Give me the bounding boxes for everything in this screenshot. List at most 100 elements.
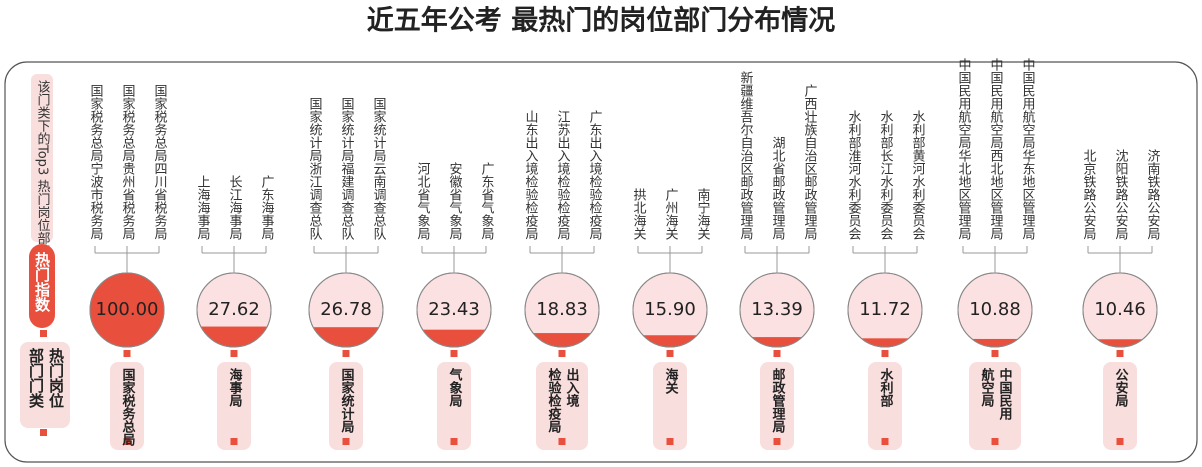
position-label: 广东出入境检验检疫局 <box>587 110 603 240</box>
marker <box>450 350 458 357</box>
category-box <box>110 362 144 450</box>
gauge-fill <box>740 337 814 347</box>
header-box <box>31 74 53 242</box>
marker <box>342 438 350 445</box>
marker <box>881 438 889 445</box>
position-label: 中国民用航空局华北地区管理局 <box>956 58 972 240</box>
position-label: 南宁海关 <box>695 187 711 240</box>
marker <box>1116 350 1124 357</box>
position-label: 国家税务总局四川省税务局 <box>152 84 168 240</box>
gauge-ring <box>632 272 708 348</box>
value-label: 15.90 <box>644 299 696 320</box>
position-label: 中国民用航空局华东地区管理局 <box>1020 58 1036 240</box>
category-box <box>969 362 1021 450</box>
category-label: 水利部 <box>878 367 894 408</box>
value-label: 18.83 <box>536 299 588 320</box>
category-box <box>653 362 687 450</box>
marker <box>881 350 889 357</box>
index-pill <box>29 244 55 328</box>
marker <box>991 350 999 357</box>
gauge-ring <box>308 272 384 348</box>
position-label: 安徽省气象局 <box>447 162 463 240</box>
category-box <box>536 362 588 450</box>
marker <box>666 438 674 445</box>
chart-title: 近五年公考 最热门的岗位部门分布情况 <box>367 5 835 37</box>
position-label: 广东省气象局 <box>479 162 495 240</box>
gauge-fill <box>90 273 164 347</box>
value-label: 23.43 <box>428 299 480 320</box>
category-label: 出入境 <box>564 367 580 408</box>
frame <box>4 61 1198 463</box>
category-label: 中国民用 <box>997 367 1014 421</box>
gauge-fill <box>848 338 922 347</box>
marker <box>1116 438 1124 445</box>
category-box <box>329 362 363 450</box>
gauge-ring <box>1082 272 1158 348</box>
category-header: 热门岗位 <box>47 347 65 408</box>
category-label: 海事局 <box>227 367 243 408</box>
value-label: 10.46 <box>1094 299 1146 320</box>
marker <box>342 350 350 357</box>
value-label: 13.39 <box>751 299 803 320</box>
gauge-ring <box>957 272 1033 348</box>
value-label: 100.00 <box>96 299 159 320</box>
category-box <box>1103 362 1137 450</box>
gauge-fill <box>417 329 491 347</box>
position-label: 济南铁路公安局 <box>1145 149 1161 240</box>
marker <box>40 330 47 337</box>
category-box <box>20 342 70 428</box>
position-label: 国家统计局云南调查总队 <box>371 97 387 241</box>
position-label: 山东出入境检验检疫局 <box>523 110 539 240</box>
category-box <box>217 362 251 450</box>
position-label: 拱北海关 <box>631 188 647 240</box>
gauge-fill <box>958 338 1032 347</box>
position-label: 国家统计局浙江调查总队 <box>307 97 323 241</box>
position-label: 新疆维吾尔自治区邮政管理局 <box>738 70 754 240</box>
marker <box>991 438 999 445</box>
gauge-ring <box>524 272 600 348</box>
position-label: 广西壮族自治区邮政管理局 <box>802 84 818 240</box>
position-label: 水利部长江水利委员会 <box>878 110 894 240</box>
value-label: 26.78 <box>320 299 372 320</box>
category-label: 邮政管理局 <box>770 367 786 434</box>
index-header: 热门指数 <box>33 251 51 313</box>
position-label: 国家税务总局贵州省税务局 <box>120 84 136 240</box>
position-label: 上海海事局 <box>195 175 211 240</box>
position-label: 湖北省邮政管理局 <box>770 136 786 240</box>
position-label: 国家统计局福建调查总队 <box>339 97 355 241</box>
value-label: 27.62 <box>208 299 260 320</box>
position-label: 国家税务总局宁波市税务局 <box>88 84 104 240</box>
position-label: 北京铁路公安局 <box>1081 149 1097 240</box>
marker <box>558 438 566 445</box>
category-label: 航空局 <box>979 367 995 408</box>
gauge-ring <box>416 272 492 348</box>
position-label: 河北省气象局 <box>415 162 431 240</box>
marker <box>123 350 131 357</box>
position-label: 中国民用航空局西北地区管理局 <box>988 58 1004 240</box>
position-label: 水利部淮河水利委员会 <box>846 110 862 240</box>
category-label: 检验检疫局 <box>546 367 562 434</box>
gauge-ring <box>739 272 815 348</box>
value-label: 11.72 <box>859 299 911 320</box>
marker <box>40 429 47 436</box>
marker <box>230 438 238 445</box>
category-label: 国家统计局 <box>339 368 355 434</box>
category-box <box>868 362 902 450</box>
position-label: 长江海事局 <box>227 175 243 240</box>
marker <box>773 350 781 357</box>
category-label: 海关 <box>663 367 679 395</box>
marker <box>558 350 566 357</box>
marker <box>666 350 674 357</box>
gauge-fill <box>1083 339 1157 347</box>
position-label: 江苏出入境检验检疫局 <box>555 110 571 240</box>
position-label: 水利部黄河水利委员会 <box>910 110 926 240</box>
category-label: 国家税务总局 <box>120 368 136 447</box>
gauge-ring <box>196 272 272 348</box>
category-box <box>437 362 471 450</box>
category-label: 气象局 <box>447 367 463 408</box>
marker <box>773 438 781 445</box>
category-box <box>760 362 794 450</box>
category-label: 公安局 <box>1113 368 1129 408</box>
position-label: 广东海事局 <box>259 175 275 240</box>
